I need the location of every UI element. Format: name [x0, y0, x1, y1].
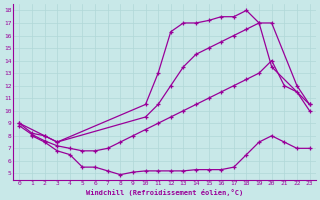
- X-axis label: Windchill (Refroidissement éolien,°C): Windchill (Refroidissement éolien,°C): [86, 189, 243, 196]
